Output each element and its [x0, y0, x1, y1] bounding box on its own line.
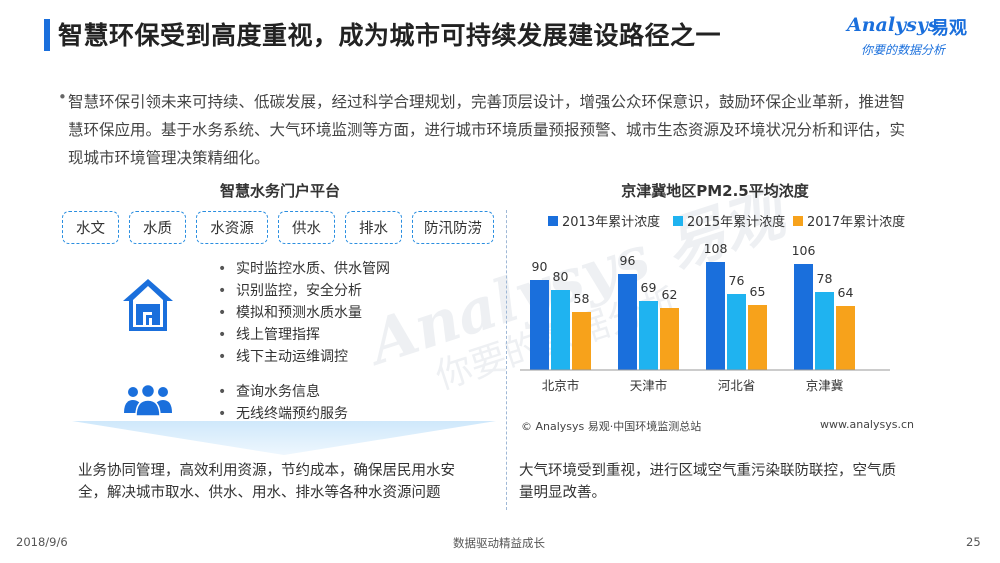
legend-swatch — [793, 215, 803, 226]
tag-water-quality: 水质 — [129, 211, 186, 244]
chart-source: © Analysys 易观·中国环境监测总站 — [521, 420, 702, 433]
logo-text-en: Analysys — [847, 14, 939, 36]
chart-title: 京津冀地区PM2.5平均浓度 — [621, 182, 809, 200]
data-label: 76 — [729, 273, 745, 288]
legend-swatch — [548, 215, 558, 226]
left-panel-title: 智慧水务门户平台 — [219, 182, 340, 200]
data-label: 80 — [553, 269, 569, 284]
bar-天津市-2013年累计浓度 — [618, 274, 637, 370]
data-label: 58 — [574, 291, 590, 306]
data-label: 62 — [662, 287, 678, 302]
logo-slogan: 你要的数据分析 — [861, 43, 946, 57]
data-label: 69 — [641, 280, 657, 295]
data-label: 90 — [532, 259, 548, 274]
list-item: 模拟和预测水质水量 — [218, 302, 390, 324]
bar-京津冀-2017年累计浓度 — [836, 306, 855, 370]
people-feature-list: 查询水务信息 无线终端预约服务 — [218, 381, 348, 425]
list-item: 查询水务信息 — [218, 381, 348, 403]
x-tick-label: 河北省 — [718, 378, 756, 393]
legend-item-2015: 2015年累计浓度 — [673, 211, 785, 230]
bar-天津市-2017年累计浓度 — [660, 308, 679, 370]
list-item: 线下主动运维调控 — [218, 346, 390, 368]
left-summary: 业务协同管理，高效利用资源，节约成本，确保居民用水安 全，解决城市取水、供水、用… — [78, 463, 455, 501]
footer-slogan: 数据驱动精益成长 — [453, 536, 545, 550]
legend-item-2013: 2013年累计浓度 — [548, 211, 660, 230]
bar-京津冀-2015年累计浓度 — [815, 292, 834, 370]
x-tick-label: 北京市 — [542, 378, 580, 393]
house-feature-list: 实时监控水质、供水管网 识别监控，安全分析 模拟和预测水质水量 线上管理指挥 线… — [218, 258, 390, 368]
page-title: 智慧环保受到高度重视，成为城市可持续发展建设路径之一 — [58, 21, 722, 50]
bar-北京市-2013年累计浓度 — [530, 280, 549, 370]
bar-京津冀-2013年累计浓度 — [794, 264, 813, 370]
tag-water-resources: 水资源 — [196, 211, 268, 244]
list-item: 实时监控水质、供水管网 — [218, 258, 390, 280]
bar-天津市-2015年累计浓度 — [639, 301, 658, 370]
bar-河北省-2017年累计浓度 — [748, 305, 767, 370]
house-icon — [123, 279, 173, 331]
bar-北京市-2015年累计浓度 — [551, 290, 570, 370]
intro-bullet: • — [58, 88, 67, 106]
data-label: 65 — [750, 284, 766, 299]
right-summary: 大气环境受到重视，进行区域空气重污染联防联控，空气质 量明显改善。 — [519, 463, 896, 501]
arrow-band — [72, 421, 496, 455]
x-tick-label: 京津冀 — [806, 378, 844, 393]
intro-text: 智慧环保引领未来可持续、低碳发展，经过科学合理规划，完善顶层设计，增强公众环保意… — [68, 93, 906, 167]
tag-flood-control: 防汛防涝 — [412, 211, 494, 244]
legend-item-2017: 2017年累计浓度 — [793, 211, 905, 230]
bar-河北省-2013年累计浓度 — [706, 262, 725, 370]
x-tick-label: 天津市 — [630, 378, 668, 393]
list-item: 无线终端预约服务 — [218, 403, 348, 425]
footer-date: 2018/9/6 — [16, 535, 68, 549]
footer-page-number: 25 — [966, 535, 981, 549]
tag-water-supply: 供水 — [278, 211, 335, 244]
legend-swatch — [673, 215, 683, 226]
bar-北京市-2017年累计浓度 — [572, 312, 591, 370]
people-icon — [124, 383, 172, 417]
data-label: 106 — [792, 243, 816, 258]
data-label: 108 — [704, 241, 728, 256]
logo-text-cn: 易观 — [931, 18, 967, 39]
data-label: 78 — [817, 271, 833, 286]
tag-hydrology: 水文 — [62, 211, 119, 244]
list-item: 识别监控，安全分析 — [218, 280, 390, 302]
title-accent-bar — [44, 19, 50, 51]
list-item: 线上管理指挥 — [218, 324, 390, 346]
bar-河北省-2015年累计浓度 — [727, 294, 746, 370]
brand-logo: Analysys 易观 你要的数据分析 — [847, 14, 987, 64]
panel-divider — [506, 210, 507, 510]
tag-drainage: 排水 — [345, 211, 402, 244]
chart-website: www.analysys.cn — [820, 418, 914, 431]
data-label: 96 — [620, 253, 636, 268]
data-label: 64 — [838, 285, 854, 300]
